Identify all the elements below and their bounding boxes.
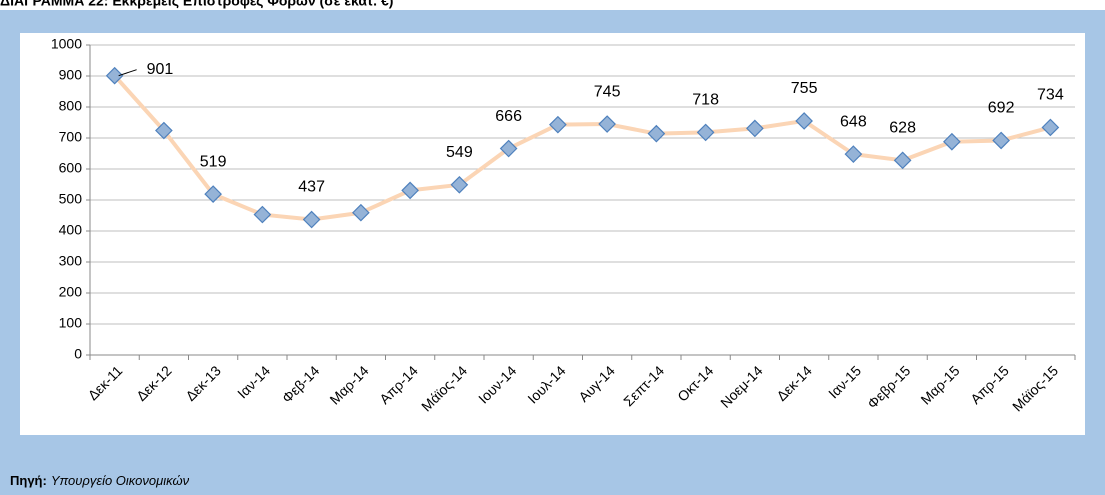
data-marker xyxy=(598,115,616,133)
data-label: 901 xyxy=(147,61,174,78)
y-tick-label: 400 xyxy=(59,222,83,238)
data-marker xyxy=(401,181,419,200)
data-marker xyxy=(253,205,272,224)
data-marker xyxy=(746,119,764,138)
data-marker xyxy=(647,124,666,143)
data-label: 648 xyxy=(840,113,867,130)
source-text: Υπουργείο Οικονομικών xyxy=(51,473,190,488)
data-marker xyxy=(844,145,863,163)
data-marker xyxy=(549,115,567,134)
y-tick-label: 300 xyxy=(59,253,83,269)
data-marker xyxy=(302,210,321,229)
data-label: 734 xyxy=(1037,87,1064,104)
data-label: 745 xyxy=(594,83,621,100)
data-marker xyxy=(696,123,715,142)
series-line xyxy=(113,74,1051,222)
data-marker xyxy=(155,121,173,140)
data-marker xyxy=(795,112,813,130)
data-label: 666 xyxy=(495,108,522,125)
data-marker xyxy=(499,139,518,158)
plot-area xyxy=(20,33,1085,435)
chart-title: ΔΙΑΓΡΑΜΜΑ 22: Εκκρεμείς Επιστροφές Φόρων… xyxy=(0,0,393,9)
y-tick-label: 700 xyxy=(59,129,83,145)
data-label: 549 xyxy=(446,144,473,161)
data-marker xyxy=(1041,118,1060,137)
y-tick-label: 100 xyxy=(59,315,83,331)
y-tick-label: 500 xyxy=(59,191,83,207)
data-label: 692 xyxy=(988,100,1015,117)
source: Πηγή: Υπουργείο Οικονομικών xyxy=(10,473,190,488)
y-tick-label: 800 xyxy=(59,98,83,114)
data-marker xyxy=(943,132,961,151)
data-marker xyxy=(204,185,222,203)
y-tick-label: 900 xyxy=(59,67,83,83)
y-tick-label: 0 xyxy=(74,346,82,362)
data-label: 718 xyxy=(692,92,719,109)
data-label: 437 xyxy=(298,179,325,196)
data-marker xyxy=(450,175,469,194)
data-marker xyxy=(105,66,124,85)
y-tick-label: 600 xyxy=(59,160,83,176)
data-label: 519 xyxy=(200,153,227,170)
data-marker xyxy=(992,131,1010,150)
y-tick-label: 200 xyxy=(59,284,83,300)
data-marker xyxy=(352,203,370,222)
data-label: 628 xyxy=(889,120,916,137)
y-tick-label: 1000 xyxy=(51,36,82,52)
source-label: Πηγή: xyxy=(10,473,47,488)
label-leader xyxy=(118,69,137,77)
data-label: 755 xyxy=(791,80,818,97)
data-marker xyxy=(893,151,912,170)
